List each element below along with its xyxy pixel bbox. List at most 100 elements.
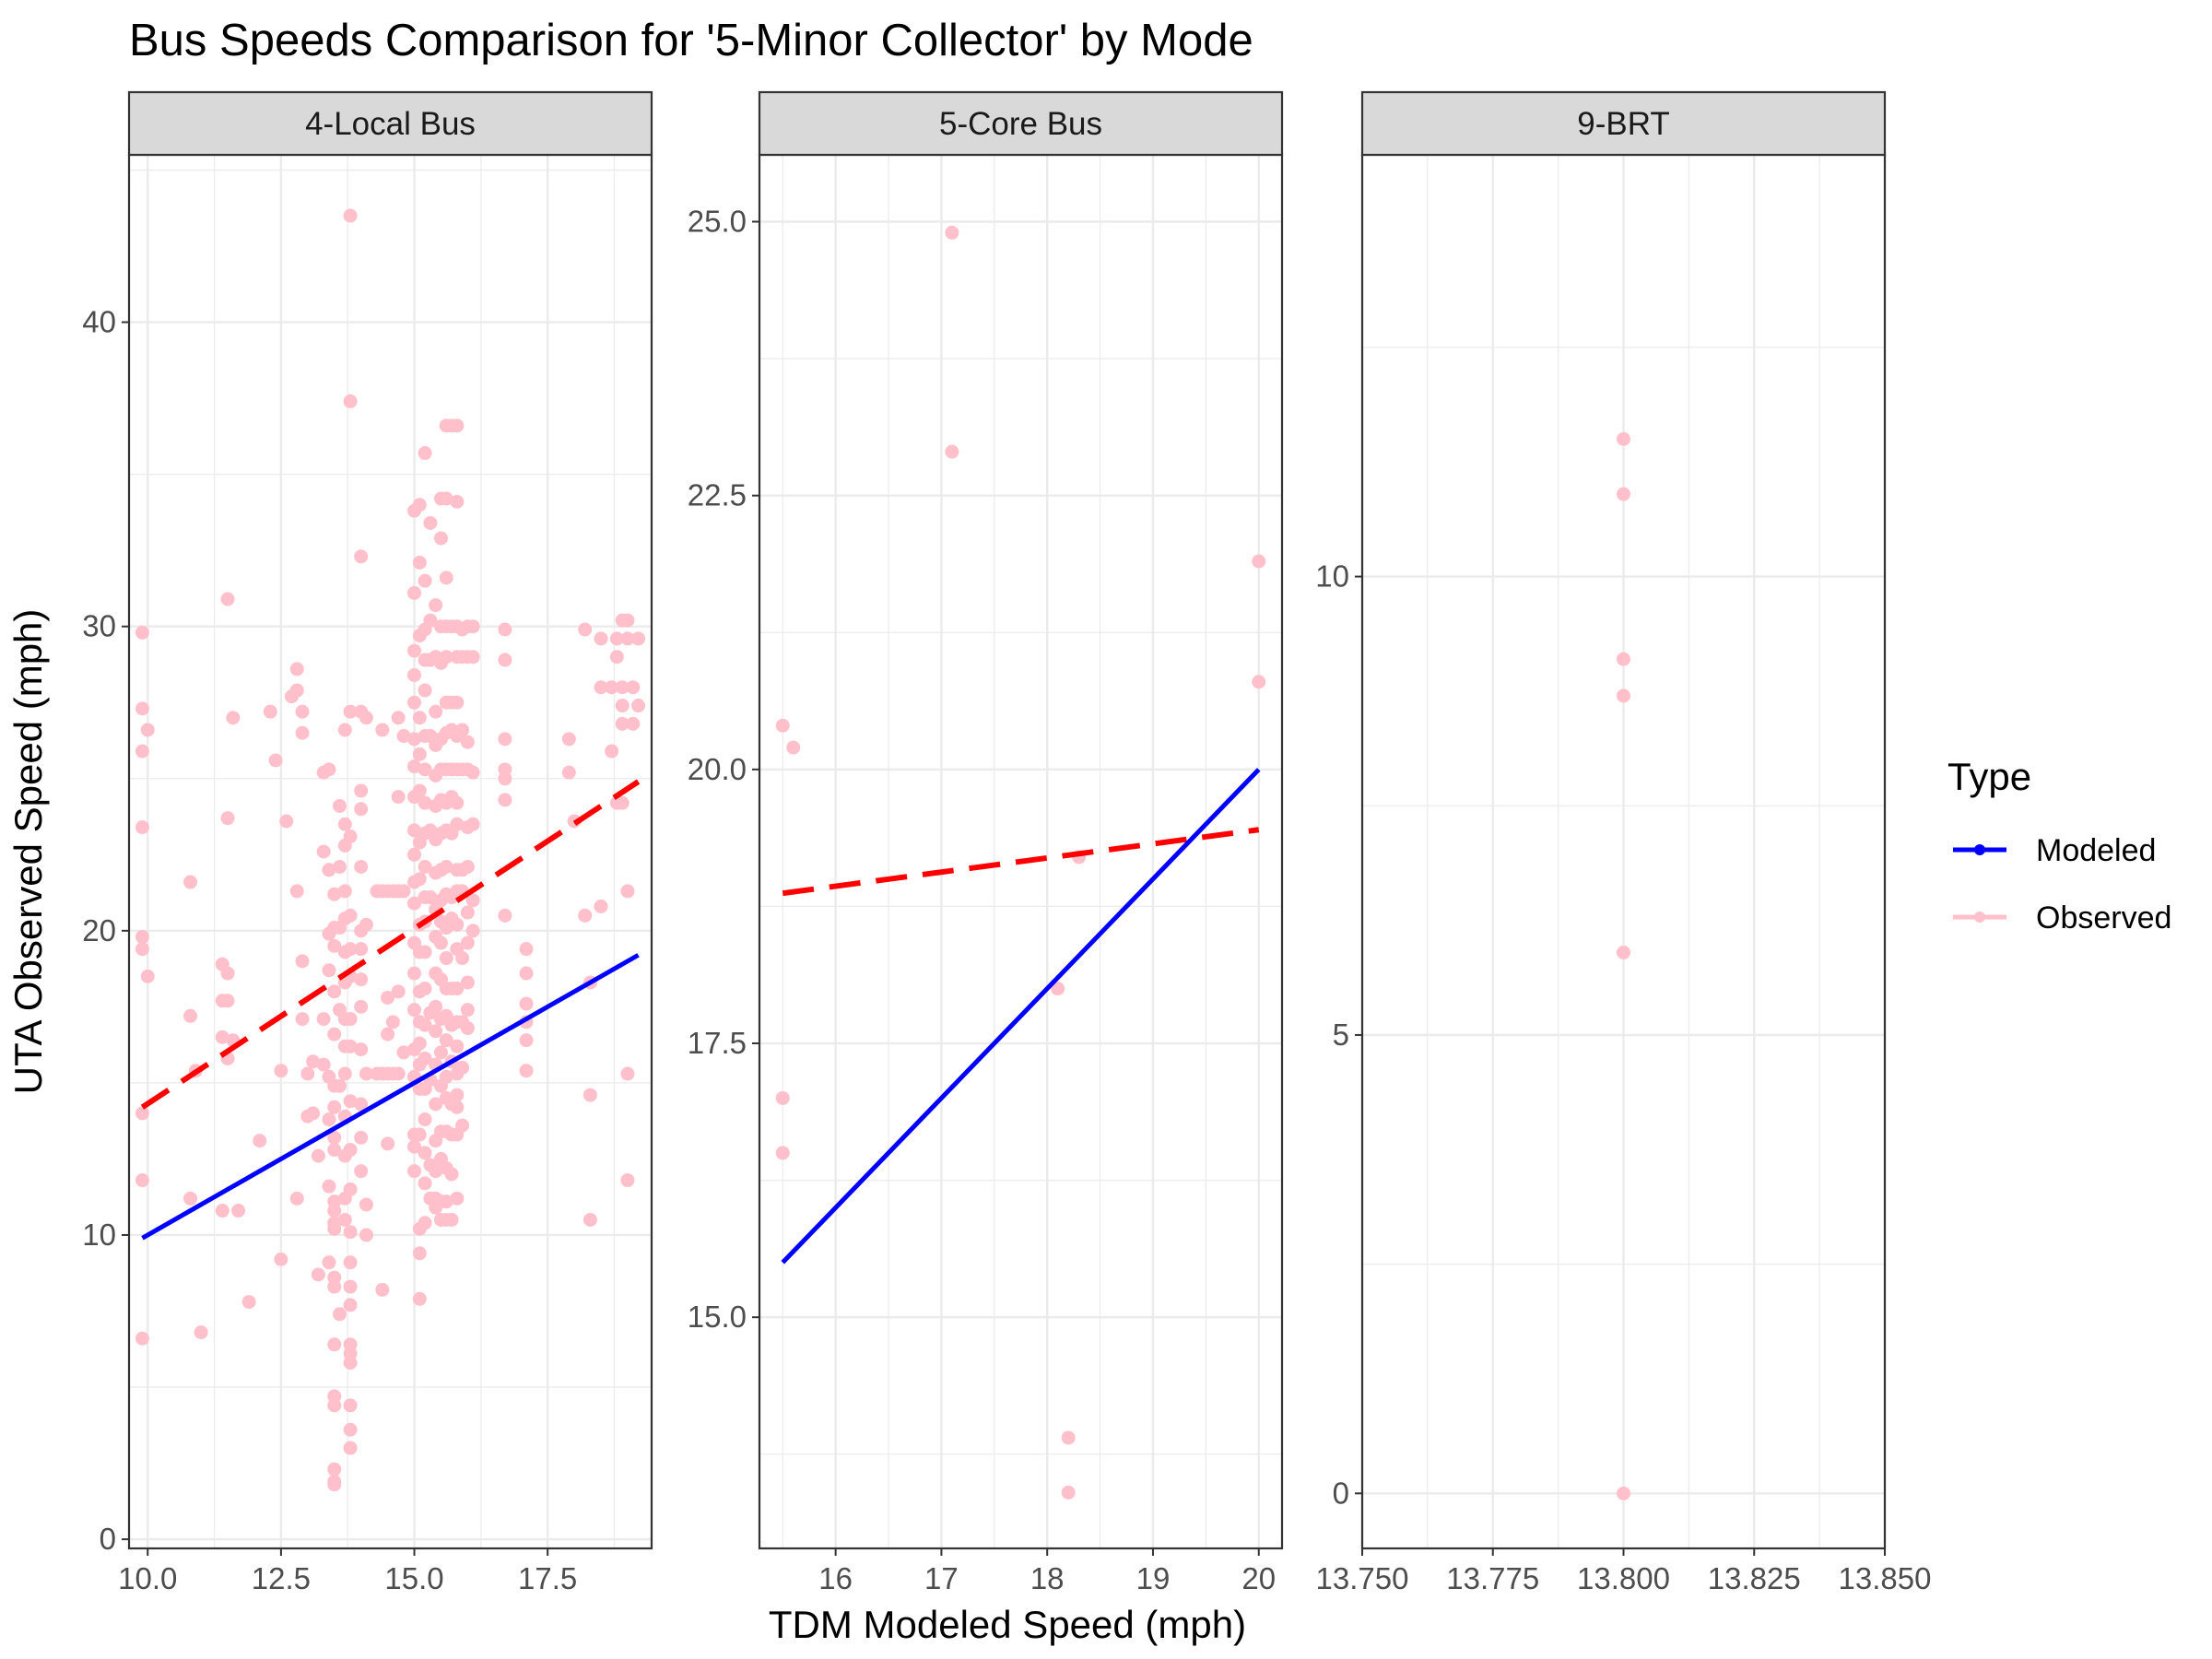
observed-point [498, 653, 512, 667]
observed-point [465, 893, 480, 908]
observed-point [274, 1252, 288, 1266]
observed-point [412, 1127, 427, 1142]
facet-strip-label: 5-Core Bus [939, 106, 1102, 142]
observed-point [433, 1045, 448, 1060]
panel-1: 10.0 12.5 15.0 17.5 0 10 20 30 40 4-Local Bus [82, 90, 653, 1595]
observed-point [300, 1066, 315, 1081]
observed-point [343, 208, 358, 223]
observed-point [327, 1337, 342, 1352]
legend: Type Modeled Observed [1947, 755, 2171, 935]
x-tick-label: 15.0 [384, 1561, 443, 1595]
observed-point [396, 729, 411, 744]
observed-point [241, 1295, 256, 1310]
observed-point [1617, 688, 1630, 703]
observed-point [433, 935, 448, 950]
observed-point [306, 1054, 321, 1069]
observed-point [450, 817, 465, 831]
observed-point [498, 908, 512, 923]
y-tick-label: 20.0 [688, 752, 747, 786]
observed-point [450, 982, 465, 996]
observed-point [333, 1307, 347, 1322]
observed-point [327, 984, 342, 999]
legend-label-modeled: Modeled [2036, 833, 2156, 868]
observed-point [460, 905, 475, 920]
observed-point [1061, 1485, 1076, 1500]
observed-point [412, 711, 427, 725]
observed-point [354, 942, 369, 957]
panel-2: 16 17 18 19 20 15.0 17.5 20.0 22.5 25.0 5-Core Bus [688, 90, 1284, 1595]
observed-point [220, 811, 235, 826]
observed-point [407, 896, 422, 911]
observed-point [322, 926, 336, 941]
y-tick-label: 22.5 [688, 478, 747, 512]
observed-point [519, 996, 534, 1011]
observed-point [354, 972, 369, 987]
observed-point [327, 938, 342, 953]
panel-background [759, 155, 1282, 1548]
observed-point [391, 711, 406, 725]
observed-point [407, 668, 422, 683]
observed-point [354, 783, 369, 798]
observed-point [450, 1039, 465, 1053]
observed-point [1617, 945, 1630, 959]
x-tick-label: 13.800 [1577, 1561, 1670, 1595]
legend-key-observed-point [1974, 912, 1985, 923]
y-tick-label: 0 [1333, 1476, 1349, 1510]
observed-point [412, 783, 427, 798]
observed-point [1252, 554, 1266, 569]
observed-point [465, 619, 480, 634]
y-tick-label: 20 [82, 913, 116, 947]
observed-point [945, 444, 959, 459]
observed-point [412, 747, 427, 761]
observed-point [295, 725, 310, 740]
observed-point [343, 1182, 358, 1196]
observed-point [418, 1051, 432, 1065]
observed-point [429, 1097, 443, 1112]
observed-point [295, 1012, 310, 1027]
observed-point [327, 1204, 342, 1218]
observed-point [220, 994, 235, 1008]
observed-point [375, 723, 390, 737]
observed-point [354, 1130, 369, 1145]
observed-point [631, 699, 646, 713]
observed-point [322, 863, 336, 877]
y-tick-label: 25.0 [688, 205, 747, 239]
facet-strip [127, 90, 653, 157]
observed-point [455, 951, 470, 966]
observed-point [1252, 675, 1266, 689]
observed-point [322, 963, 336, 978]
observed-point [439, 650, 453, 665]
observed-point [412, 555, 427, 570]
observed-point [333, 1078, 347, 1093]
observed-point [407, 643, 422, 658]
observed-point [316, 1057, 331, 1072]
observed-point [194, 1325, 208, 1340]
observed-point [418, 683, 432, 698]
y-tick-label: 30 [82, 609, 116, 643]
observed-point [1051, 982, 1065, 996]
observed-point [620, 1173, 635, 1188]
observed-point [311, 1267, 325, 1282]
observed-point [289, 683, 304, 698]
y-tick-label: 5 [1333, 1018, 1349, 1052]
observed-point [439, 860, 453, 875]
observed-point [407, 1003, 422, 1018]
observed-point [519, 1064, 534, 1078]
observed-point [429, 1164, 443, 1179]
observed-point [444, 1167, 459, 1182]
observed-point [945, 225, 959, 240]
observed-point [615, 716, 629, 731]
observed-point [412, 1246, 427, 1261]
x-tick-label: 10.0 [118, 1561, 177, 1595]
observed-point [460, 1003, 475, 1018]
observed-point [343, 704, 358, 719]
observed-point [337, 723, 352, 737]
observed-point [391, 790, 406, 805]
observed-point [578, 908, 593, 923]
observed-point [343, 394, 358, 408]
observed-point [327, 1130, 342, 1145]
observed-point [220, 966, 235, 981]
observed-point [429, 598, 443, 613]
observed-point [253, 1134, 267, 1148]
observed-point [333, 860, 347, 875]
